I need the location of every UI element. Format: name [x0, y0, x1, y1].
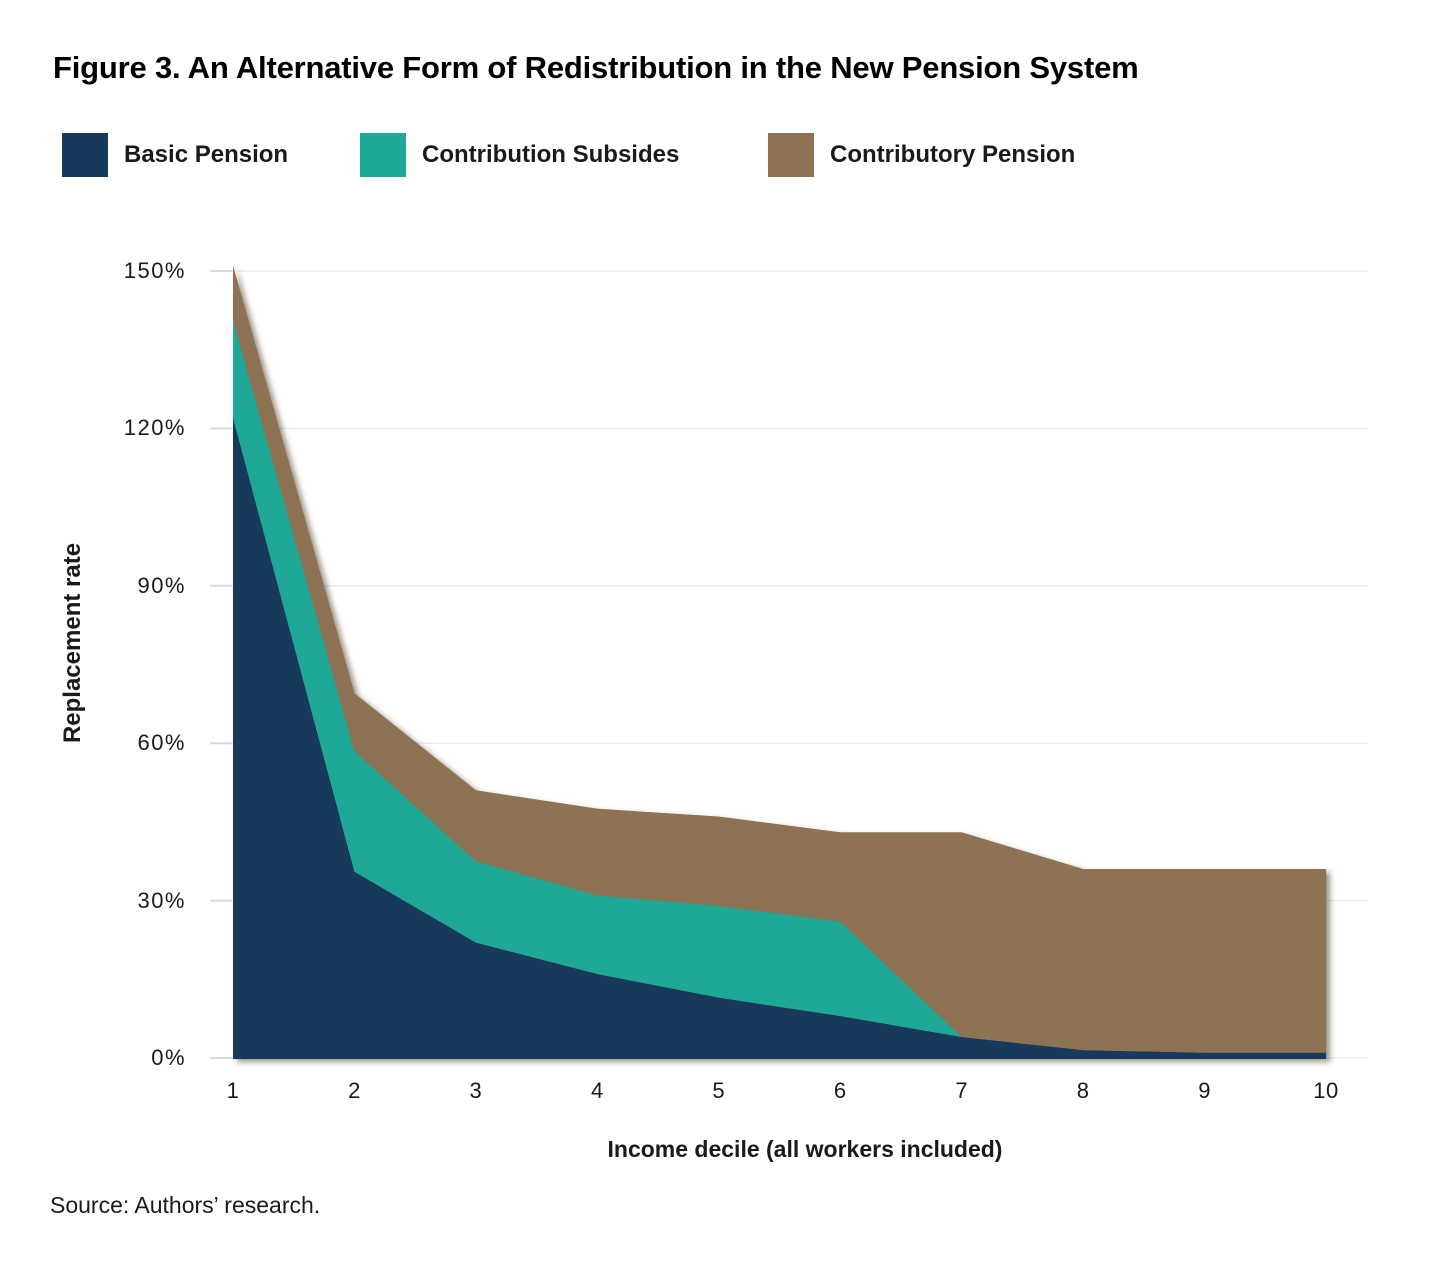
legend-item-contributory-pension: Contributory Pension [768, 133, 1075, 177]
legend-label-contributory-pension: Contributory Pension [830, 141, 1076, 168]
y-axis-title: Replacement rate [59, 542, 86, 744]
x-axis-title: Income decile (all workers included) [607, 1136, 1003, 1162]
area-contributory-pension [233, 265, 1327, 1053]
basic-pension-swatch-icon [62, 133, 108, 177]
legend-label-basic-pension: Basic Pension [124, 141, 289, 168]
area-basic-pension [233, 417, 1327, 1059]
contributory-pension-swatch-icon [768, 133, 814, 177]
figure-title: Figure 3. An Alternative Form of Redistr… [53, 50, 1139, 85]
legend-item-contribution-subsides: Contribution Subsides [360, 133, 679, 177]
legend-label-contribution-subsides: Contribution Subsides [422, 141, 680, 168]
source-note: Source: Authors’ research. [50, 1192, 321, 1218]
contribution-subsides-swatch-icon [360, 133, 406, 177]
legend-item-basic-pension: Basic Pension [62, 133, 288, 177]
